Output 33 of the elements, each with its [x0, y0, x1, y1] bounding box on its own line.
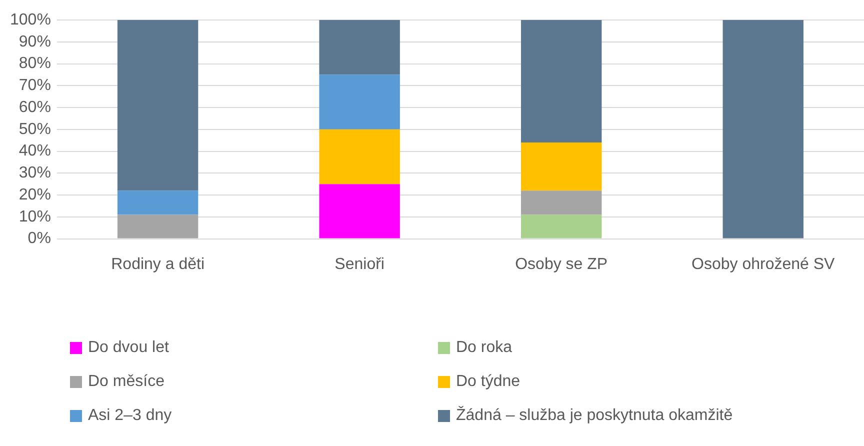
- bar: [520, 142, 602, 191]
- bar: [117, 214, 198, 238]
- bar: [520, 20, 602, 143]
- y-tick-label: 90%: [18, 33, 51, 50]
- y-tick-label: 20%: [18, 186, 51, 204]
- legend-label: Žádná – služba je poskytnuta okamžitě: [456, 407, 733, 425]
- y-tick-label: 40%: [18, 142, 51, 160]
- legend-label: Do roka: [456, 339, 512, 357]
- bar: [722, 20, 804, 238]
- y-tick-label: 100%: [10, 11, 51, 28]
- bar: [319, 184, 400, 238]
- x-tick-label: Osoby ohrožené SV: [692, 256, 836, 273]
- legend-label: Do týdne: [456, 373, 520, 391]
- y-tick-label: 30%: [18, 164, 51, 182]
- x-tick-label: Senioři: [334, 256, 384, 273]
- bar: [319, 129, 400, 184]
- bar: [117, 190, 198, 215]
- bar: [520, 190, 602, 215]
- bar: [319, 20, 400, 75]
- x-tick-label: Osoby se ZP: [515, 256, 608, 273]
- y-tick-label: 0%: [28, 230, 51, 248]
- y-tick-label: 10%: [18, 208, 51, 226]
- legend-label: Do dvou let: [88, 339, 169, 357]
- legend-label: Asi 2–3 dny: [88, 407, 172, 425]
- y-tick-label: 80%: [18, 55, 51, 72]
- bar: [117, 20, 198, 191]
- y-tick-label: 60%: [18, 98, 51, 116]
- legend-label: Do měsíce: [88, 373, 164, 391]
- y-tick-label: 50%: [18, 120, 51, 138]
- x-tick-label: Rodiny a děti: [111, 256, 204, 273]
- y-tick-label: 70%: [18, 77, 51, 94]
- bar: [520, 214, 602, 238]
- bar: [319, 74, 400, 130]
